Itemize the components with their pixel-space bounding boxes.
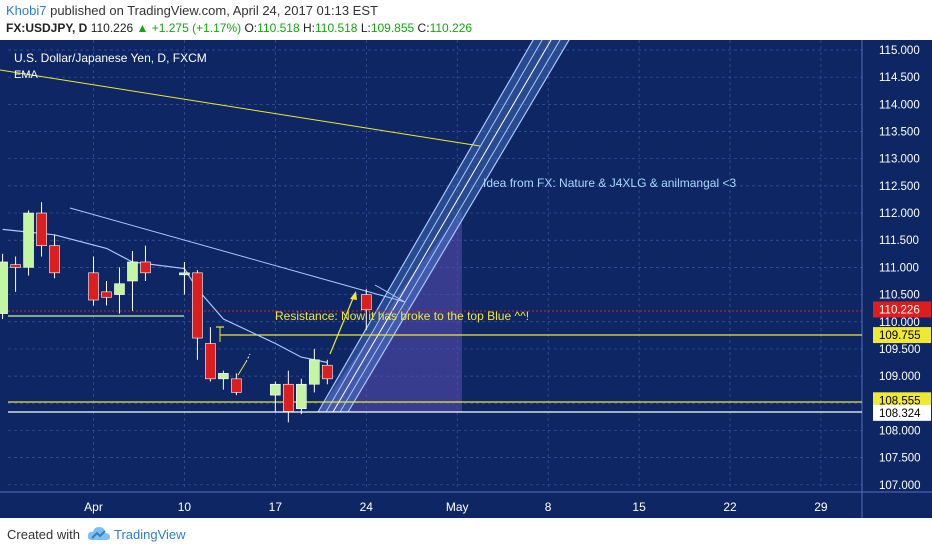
time-tick-label: Apr [84,500,103,514]
footer: Created with TradingView [0,518,932,550]
candle-body [296,383,307,410]
candle-body [205,343,216,380]
channel-shade [318,210,462,412]
pitchfork-line [332,40,552,413]
price-tick-label: 110.000 [879,317,920,329]
low-label: L: [357,21,371,35]
candle-body [179,272,190,276]
publish-line: Khobi7 published on TradingView.com, Apr… [6,3,378,18]
high-label: H: [299,21,315,35]
high-value: 110.518 [314,21,358,35]
candle-body [322,364,333,380]
candles [0,202,372,423]
time-tick-label: 15 [632,500,646,514]
arrow-line [245,353,251,363]
symbol-line: FX:USDJPY, D 110.226 ▲ +1.275 (+1.17%) O… [6,21,472,35]
pitchfork-fill [318,40,570,412]
candle-body [270,383,281,396]
candle-body [192,272,203,339]
candle-body [10,264,21,268]
idea-header: Khobi7 published on TradingView.com, Apr… [0,0,932,40]
time-tick-label: 29 [814,500,828,514]
symbol-label: FX:USDJPY, D [6,21,88,35]
tradingview-cloud-icon [87,527,110,540]
price-change: ▲ +1.275 (+1.17%) [136,21,242,35]
price-tick-label: 113.500 [879,127,920,139]
price-label-text: 108.324 [879,408,921,420]
idea-annotation: Idea from FX: Nature & J4XLG & anilmanga… [483,176,736,190]
candle-body [218,373,229,380]
chart-area[interactable]: 115.000 114.500 114.000 113.500 113.000 112.5… [0,40,932,518]
price-tick-label: 115.000 [879,45,920,57]
price-tick-label: 112.500 [879,181,920,193]
time-tick-label: 17 [269,500,283,514]
price-label-text: 109.755 [879,330,921,342]
price-tick-label: 111.000 [879,262,919,274]
price-tick-label: 112.000 [879,208,920,220]
candle-body [360,294,372,311]
price-tick-label: 111.500 [879,235,919,247]
published-text: published on TradingView.com, April 24, … [46,3,378,18]
price-tick-label: 109.000 [879,371,921,383]
close-value: 110.226 [429,21,473,35]
price-tick-label: 110.500 [879,290,920,302]
tradingview-brand-link[interactable]: TradingView [114,527,186,542]
author-link[interactable]: Khobi7 [6,3,47,18]
price-tick-label: 109.500 [879,344,921,356]
arrow-head [350,291,357,300]
candle-body [101,291,112,298]
pitchfork-line [317,40,534,413]
price-tick-label: 114.000 [879,99,920,111]
candle-body [231,378,242,393]
price-label-box [873,404,931,421]
last-price: 110.226 [87,21,137,35]
price-tick-label: 107.000 [879,480,921,492]
price-tick-label: 113.000 [879,154,920,166]
time-tick-label: 8 [545,500,552,514]
candle-body [88,272,99,301]
price-label-box [873,301,931,318]
price-tick-label: 114.500 [879,72,920,84]
price-tick-label: 108.000 [879,425,921,437]
resistance-annotation: Resistance: Now it has broke to the top … [275,309,529,323]
price-label-text: 110.226 [879,304,920,316]
candle-body [0,261,8,314]
price-label-text: 108.555 [879,395,921,407]
price-tick-label: 107.500 [879,453,921,465]
pitchfork-line [347,40,570,413]
pitchfork-arm [374,284,406,303]
drawings [0,40,862,413]
low-value: 109.855 [370,21,415,35]
chart-title: U.S. Dollar/Japanese Yen, D, FXCM [14,51,207,65]
pitchfork-line [325,40,543,413]
price-chart[interactable]: 115.000 114.500 114.000 113.500 113.000 112.5… [0,40,932,518]
arrow-line [237,361,247,376]
candle-body [36,212,47,246]
candle-body [114,283,125,295]
time-tick-label: 22 [723,500,737,514]
indicator-label: EMA [14,69,39,81]
time-tick-label: 10 [178,500,192,514]
price-label-box [873,392,931,409]
arrow-line [329,295,355,355]
open-label: O: [241,21,258,35]
chart-background [0,40,932,518]
candle-body [309,359,320,385]
candle-body [127,261,138,282]
candle-body [49,245,60,274]
trend-line [0,69,481,147]
close-label: C: [414,21,430,35]
candle-body [140,261,151,274]
time-axis: Apr 10 17 24 May 8 15 22 29 [84,500,828,514]
candle-body [23,212,34,268]
candle-body [283,383,294,412]
created-with-text: Created with [7,527,80,542]
trend-line [69,207,406,303]
pitchfork-line [339,40,561,413]
open-value: 110.518 [257,21,300,35]
time-tick-label: 24 [360,500,374,514]
time-tick-label: May [446,500,469,514]
price-label-box [873,327,931,344]
